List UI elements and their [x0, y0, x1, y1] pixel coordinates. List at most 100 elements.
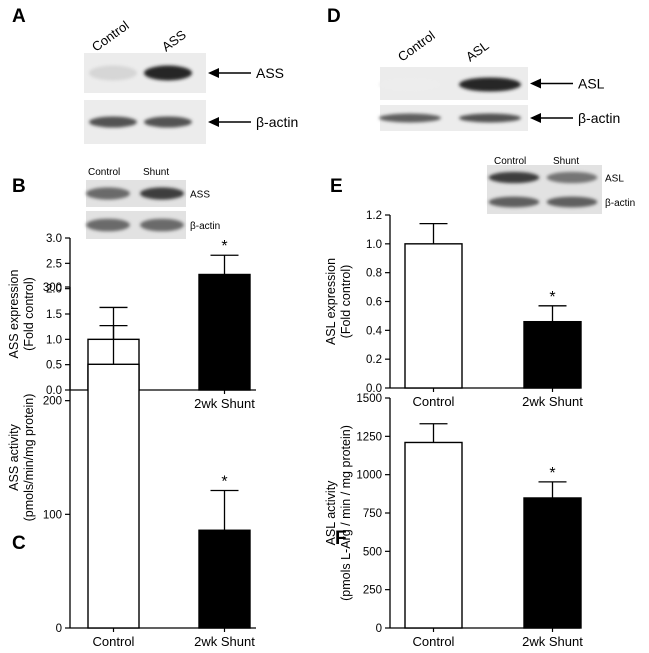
blot-panel-D: D Control ASL ASL β-actin [327, 6, 620, 131]
y-tick-label: 0.2 [366, 354, 382, 366]
y-tick-label: 0 [376, 623, 382, 635]
bar-2wk-shunt [198, 273, 251, 391]
blot-band [144, 116, 192, 128]
blot-band [144, 65, 192, 81]
band-label: β-actin [578, 110, 620, 126]
x-tick-label: Control [413, 634, 455, 649]
y-axis-label: ASL expression [324, 258, 338, 345]
blot-band [89, 116, 137, 128]
y-tick-label: 3.0 [46, 233, 62, 245]
inset-lane-label: Control [88, 167, 120, 178]
inset-band [86, 187, 130, 200]
y-axis-label: (Fold control) [22, 277, 36, 351]
bar-chart-C: C 0 100 200 300 ASS activity (pmols/min/mg pro… [7, 282, 256, 649]
bar-chart-F: F 0 250 500 750 1000 1250 1500 ASL activity (pmol… [324, 393, 583, 649]
y-axis-label: (Fold control) [339, 265, 353, 339]
band-label: ASL [578, 76, 605, 92]
bar-control [87, 363, 140, 629]
lane-label-control: Control [89, 18, 132, 55]
y-axis-label: (pmols/min/mg protein) [22, 394, 36, 522]
y-tick-label: 0.8 [366, 268, 382, 280]
y-tick-label: 500 [363, 546, 382, 558]
y-tick-label: 0.0 [46, 385, 62, 397]
y-tick-label: 1500 [356, 393, 382, 405]
y-tick-label: 1.2 [366, 210, 382, 222]
blot-band [379, 113, 441, 123]
panel-letter-A: A [12, 6, 26, 27]
bar-control [404, 243, 463, 389]
arrow-icon [208, 117, 251, 127]
y-tick-label: 300 [43, 282, 62, 294]
inset-band [86, 218, 130, 232]
bar-chart-E: E 0.0 0.2 0.4 0.6 0.8 1.0 1.2 ASL expression (Fol… [324, 156, 635, 409]
lane-label-control: Control [395, 28, 438, 65]
x-tick-label: Control [93, 634, 135, 649]
blot-band [459, 113, 521, 123]
inset-lane-label: Shunt [553, 156, 579, 167]
y-tick-label: 1000 [356, 470, 382, 482]
y-tick-label: 0.6 [366, 297, 382, 309]
blot-panel-A: A Control ASS ASS β-actin [12, 6, 298, 144]
lane-label-asl: ASL [463, 38, 492, 65]
x-tick-label: 2wk Shunt [522, 634, 583, 649]
bar-2wk-shunt [523, 320, 582, 389]
panel-letter-C: C [12, 533, 26, 554]
y-tick-label: 0.5 [46, 360, 62, 372]
inset-band [488, 196, 540, 208]
inset-band [488, 171, 540, 184]
panel-letter-B: B [12, 176, 26, 197]
band-label: β-actin [256, 114, 298, 130]
inset-band-label: β-actin [190, 221, 220, 232]
inset-band-label: ASL [605, 174, 624, 185]
y-tick-label: 1.0 [366, 239, 382, 251]
x-tick-label: 2wk Shunt [194, 634, 255, 649]
inset-band [546, 196, 598, 208]
arrow-icon [208, 68, 251, 78]
inset-band-label: β-actin [605, 198, 635, 209]
blot-band [89, 65, 137, 81]
x-tick-label: 2wk Shunt [522, 394, 583, 409]
y-tick-label: 0 [56, 623, 62, 635]
y-axis-label: ASL activity [324, 480, 338, 546]
panel-letter-E: E [330, 176, 343, 197]
arrow-icon [530, 113, 573, 123]
significance-marker: * [221, 238, 227, 255]
significance-marker: * [549, 465, 555, 482]
y-tick-label: 1.5 [46, 309, 62, 321]
lane-label-ass: ASS [159, 27, 189, 55]
bar-control [404, 441, 463, 629]
y-tick-label: 1.0 [46, 334, 62, 346]
inset-lane-label: Shunt [143, 167, 169, 178]
panel-letter-D: D [327, 6, 341, 27]
inset-lane-label: Control [494, 156, 526, 167]
y-tick-label: 100 [43, 509, 62, 521]
x-tick-label: 2wk Shunt [194, 396, 255, 411]
y-tick-label: 1250 [356, 431, 382, 443]
blot-band [379, 77, 441, 92]
y-axis-label: (pmols L-Arg / min / mg protein) [339, 425, 353, 601]
inset-blot-B: Control Shunt ASS β-actin [86, 167, 220, 239]
band-label: ASS [256, 65, 284, 81]
y-tick-label: 250 [363, 585, 382, 597]
blot-band [459, 77, 521, 92]
panel-letter-F: F [335, 528, 347, 549]
bar-2wk-shunt [198, 529, 251, 629]
significance-marker: * [549, 289, 555, 306]
y-tick-label: 2.0 [46, 284, 62, 296]
inset-band [140, 187, 184, 200]
inset-band-label: ASS [190, 190, 210, 201]
y-axis-label: ASS expression [7, 269, 21, 358]
y-tick-label: 2.5 [46, 258, 62, 270]
inset-blot-E: Control Shunt ASL β-actin [487, 156, 635, 214]
y-axis-label: ASS activity [7, 423, 21, 490]
bar-2wk-shunt [523, 497, 582, 629]
inset-band [546, 171, 598, 184]
y-tick-label: 200 [43, 396, 62, 408]
x-tick-label: Control [413, 394, 455, 409]
y-tick-label: 0.0 [366, 383, 382, 395]
y-tick-label: 0.4 [366, 325, 383, 337]
inset-band [140, 218, 184, 232]
y-tick-label: 750 [363, 508, 382, 520]
significance-marker: * [221, 473, 227, 490]
